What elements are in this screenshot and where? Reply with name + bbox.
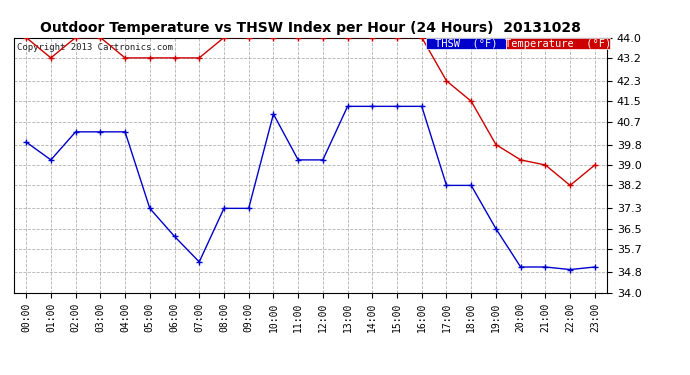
FancyBboxPatch shape <box>506 38 610 49</box>
Text: Temperature  (°F): Temperature (°F) <box>505 39 611 49</box>
FancyBboxPatch shape <box>426 38 506 49</box>
Title: Outdoor Temperature vs THSW Index per Hour (24 Hours)  20131028: Outdoor Temperature vs THSW Index per Ho… <box>40 21 581 35</box>
Text: Copyright 2013 Cartronics.com: Copyright 2013 Cartronics.com <box>17 43 172 52</box>
Text: THSW  (°F): THSW (°F) <box>435 39 497 49</box>
